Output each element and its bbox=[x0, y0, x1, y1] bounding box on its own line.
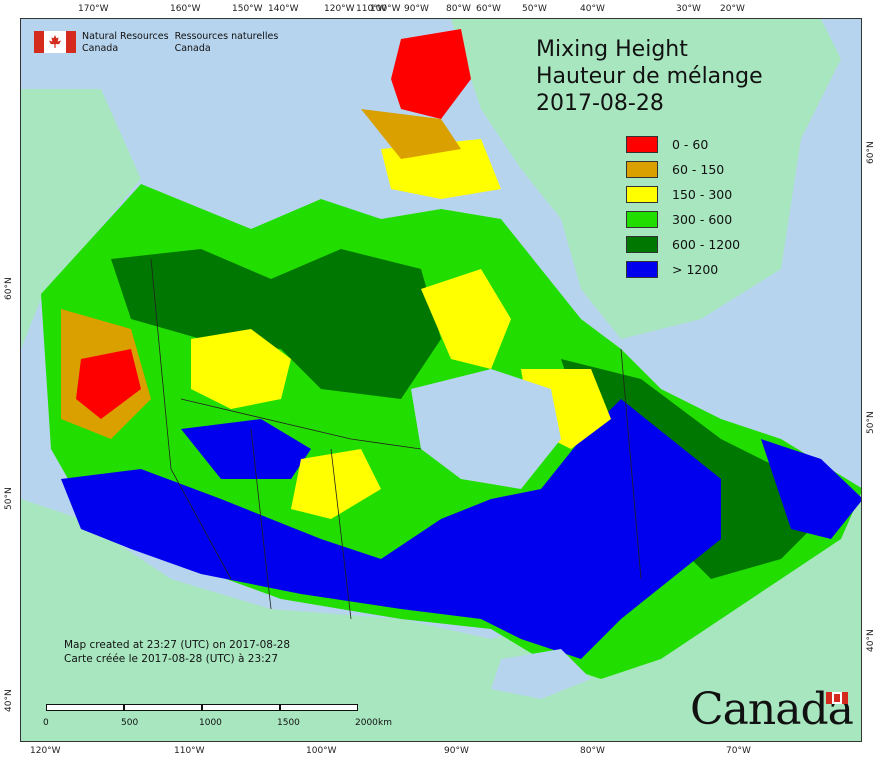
graticule-label: 110°W bbox=[356, 4, 387, 14]
map-credit: Map created at 23:27 (UTC) on 2017-08-28… bbox=[64, 638, 290, 666]
canada-flag-icon bbox=[34, 31, 76, 53]
graticule-label: 50°W bbox=[522, 4, 547, 14]
legend-item: 600 - 1200 bbox=[626, 232, 740, 257]
graticule-label: 40°N bbox=[4, 689, 14, 712]
credit-fr: Carte créée le 2017-08-28 (UTC) à 23:27 bbox=[64, 653, 279, 665]
legend-item: 0 - 60 bbox=[626, 132, 740, 157]
scale-label: km bbox=[378, 718, 392, 728]
map-svg bbox=[21, 19, 861, 741]
credit-en: Map created at 23:27 (UTC) on 2017-08-28 bbox=[64, 639, 291, 651]
scale-segment bbox=[280, 704, 358, 711]
hudson-bay bbox=[411, 369, 561, 489]
legend-swatch bbox=[626, 211, 658, 228]
land-greenland bbox=[451, 19, 841, 339]
agency-en-line2: Canada bbox=[82, 43, 119, 54]
graticule-label: 50°N bbox=[866, 411, 876, 434]
scale-segment bbox=[46, 704, 124, 711]
title-date: 2017-08-28 bbox=[536, 91, 664, 116]
zone-150-300-central bbox=[191, 329, 291, 409]
legend-label: 300 - 600 bbox=[672, 212, 733, 227]
province-borders bbox=[150, 258, 642, 620]
graticule-label: 120°W bbox=[30, 746, 61, 756]
graticule-label: 70°W bbox=[726, 746, 751, 756]
legend-item: 60 - 150 bbox=[626, 157, 740, 182]
legend-label: 0 - 60 bbox=[672, 137, 709, 152]
legend-swatch bbox=[626, 136, 658, 153]
agency-name-en: Natural Resources Canada bbox=[82, 31, 169, 55]
zone-150-300-south bbox=[291, 449, 381, 519]
zone-150-300-hudson bbox=[421, 269, 511, 369]
scale-label: 1500 bbox=[277, 718, 300, 728]
legend-swatch bbox=[626, 236, 658, 253]
legend-label: 150 - 300 bbox=[672, 187, 733, 202]
legend: 0 - 60 60 - 150 150 - 300 300 - 600 600 - 12… bbox=[626, 132, 740, 282]
legend-item: 300 - 600 bbox=[626, 207, 740, 232]
graticule-label: 120°W bbox=[324, 4, 355, 14]
scale-label: 500 bbox=[121, 718, 139, 728]
graticule-label: 150°W bbox=[232, 4, 263, 14]
zone-over-1200-west bbox=[181, 419, 311, 479]
great-lakes bbox=[491, 649, 591, 699]
graticule-label: 100°W bbox=[370, 4, 401, 14]
nrcan-logo: Natural Resources Canada Ressources natu… bbox=[34, 31, 278, 55]
scale-segment bbox=[124, 704, 202, 711]
zone-0-60-bc bbox=[76, 349, 141, 419]
legend-item: 150 - 300 bbox=[626, 182, 740, 207]
zone-600-1200-north bbox=[111, 249, 441, 399]
graticule-label: 60°W bbox=[476, 4, 501, 14]
zone-0-60-ellesmere bbox=[391, 29, 471, 119]
zone-over-1200-atlantic bbox=[761, 439, 861, 539]
graticule-label: 80°W bbox=[580, 746, 605, 756]
scale-label: 2000 bbox=[355, 718, 378, 728]
legend-swatch bbox=[626, 261, 658, 278]
zone-60-150-arctic bbox=[361, 109, 461, 159]
graticule-label: 40°W bbox=[580, 4, 605, 14]
graticule-label: 30°W bbox=[676, 4, 701, 14]
agency-fr-line1: Ressources naturelles bbox=[174, 31, 279, 42]
zone-over-1200-prairies bbox=[61, 399, 721, 659]
graticule-label: 90°W bbox=[444, 746, 469, 756]
map-title: Mixing Height Hauteur de mélange 2017-08… bbox=[536, 36, 763, 117]
scale-label: 0 bbox=[43, 718, 49, 728]
graticule-label: 80°W bbox=[446, 4, 471, 14]
scale-label: 1000 bbox=[199, 718, 222, 728]
graticule-label: 60°N bbox=[4, 277, 14, 300]
graticule-label: 20°W bbox=[720, 4, 745, 14]
legend-label: > 1200 bbox=[672, 262, 719, 277]
legend-item: > 1200 bbox=[626, 257, 740, 282]
scale-segment bbox=[202, 704, 280, 711]
legend-swatch bbox=[626, 186, 658, 203]
graticule-label: 40°N bbox=[866, 629, 876, 652]
agency-fr-line2: Canada bbox=[174, 43, 211, 54]
legend-label: 600 - 1200 bbox=[672, 237, 741, 252]
graticule-label: 100°W bbox=[306, 746, 337, 756]
agency-en-line1: Natural Resources bbox=[82, 31, 169, 42]
legend-swatch bbox=[626, 161, 658, 178]
wordmark-flag-icon bbox=[826, 692, 848, 704]
land-usa bbox=[21, 439, 861, 741]
graticule-label: 170°W bbox=[78, 4, 109, 14]
title-en: Mixing Height bbox=[536, 37, 688, 62]
legend-label: 60 - 150 bbox=[672, 162, 725, 177]
graticule-label: 50°N bbox=[4, 487, 14, 510]
graticule-label: 60°N bbox=[866, 141, 876, 164]
agency-name-fr: Ressources naturelles Canada bbox=[175, 31, 279, 55]
graticule-label: 160°W bbox=[170, 4, 201, 14]
graticule-label: 110°W bbox=[174, 746, 205, 756]
map-canvas[interactable] bbox=[20, 18, 862, 742]
title-fr: Hauteur de mélange bbox=[536, 64, 763, 89]
graticule-label: 90°W bbox=[404, 4, 429, 14]
graticule-label: 140°W bbox=[268, 4, 299, 14]
